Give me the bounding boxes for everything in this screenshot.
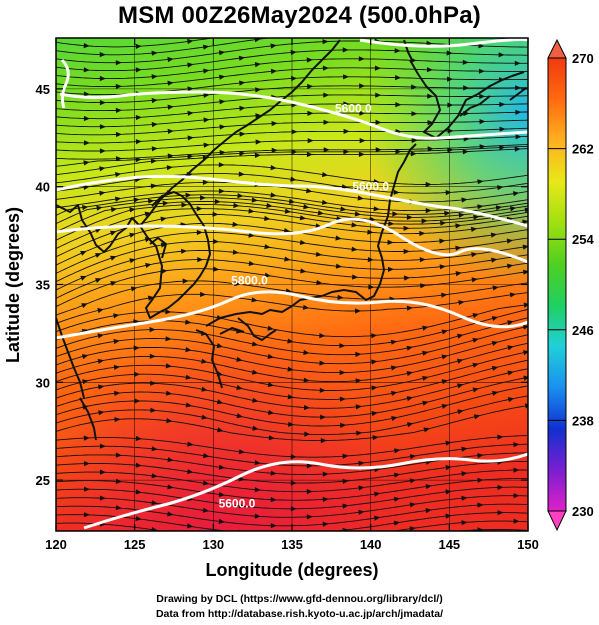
colorbar-bar: [547, 57, 567, 512]
contour-label: 5600.0: [352, 180, 389, 194]
contour-5800-south: [56, 290, 528, 340]
contour-nw-closed: [60, 58, 70, 109]
grid-lines: [56, 38, 528, 531]
y-tick-label: 45: [36, 82, 50, 97]
colorbar-min-arrow: [547, 510, 567, 532]
y-tick-label: 35: [36, 278, 50, 293]
plot-area: 5600.0 5800.0 5600.0 5600.0: [56, 38, 528, 531]
colorbar-ticks: 230 238 246 254 262 270: [548, 51, 594, 519]
colorbar-max-arrow: [547, 38, 567, 59]
colorbar-tick-label: 246: [572, 323, 594, 338]
contour-labels: 5600.0 5800.0 5600.0 5600.0: [219, 101, 390, 510]
height-contours: [56, 38, 528, 530]
wind-streamlines: [56, 38, 528, 531]
x-axis-label: Longitude (degrees): [205, 560, 378, 580]
y-axis-ticks: 25 30 35 40 45: [36, 82, 528, 488]
x-tick-label: 145: [438, 537, 460, 552]
contour-5880: [83, 452, 528, 530]
colorbar-tick-label: 254: [572, 232, 594, 247]
x-tick-label: 125: [124, 537, 146, 552]
x-tick-label: 135: [281, 537, 303, 552]
chart-title: MSM 00Z26May2024 (500.0hPa): [118, 2, 481, 29]
colorbar: 230 238 246 254 262 270: [547, 38, 594, 532]
contour-label: 5800.0: [231, 274, 268, 288]
credit-data: Data from http://database.rish.kyoto-u.a…: [155, 608, 444, 620]
y-tick-label: 25: [36, 473, 50, 488]
colorbar-tick-label: 238: [572, 413, 594, 428]
x-tick-label: 150: [517, 537, 539, 552]
x-tick-label: 130: [202, 537, 224, 552]
y-tick-label: 40: [36, 180, 50, 195]
colorbar-tick-label: 262: [572, 142, 594, 157]
y-axis-label: Latitude (degrees): [3, 207, 23, 363]
contour-label: 5600.0: [219, 497, 256, 511]
contour-label: 5600.0: [335, 101, 372, 115]
contour-5700: [56, 174, 528, 228]
contour-5600-north: [59, 90, 528, 140]
coastlines: [56, 39, 527, 441]
y-tick-label: 30: [36, 375, 50, 390]
colorbar-tick-label: 270: [572, 51, 594, 66]
credits: Drawing by DCL (https://www.gfd-dennou.o…: [0, 592, 599, 622]
contour-5800: [56, 217, 528, 264]
colorbar-tick-label: 230: [572, 504, 594, 519]
x-tick-label: 120: [45, 537, 67, 552]
x-tick-label: 140: [360, 537, 382, 552]
x-axis-ticks: 120 125 130 135 140 145 150: [45, 38, 539, 552]
credit-drawing: Drawing by DCL (https://www.gfd-dennou.o…: [156, 593, 443, 605]
contour-ne: [359, 38, 528, 48]
